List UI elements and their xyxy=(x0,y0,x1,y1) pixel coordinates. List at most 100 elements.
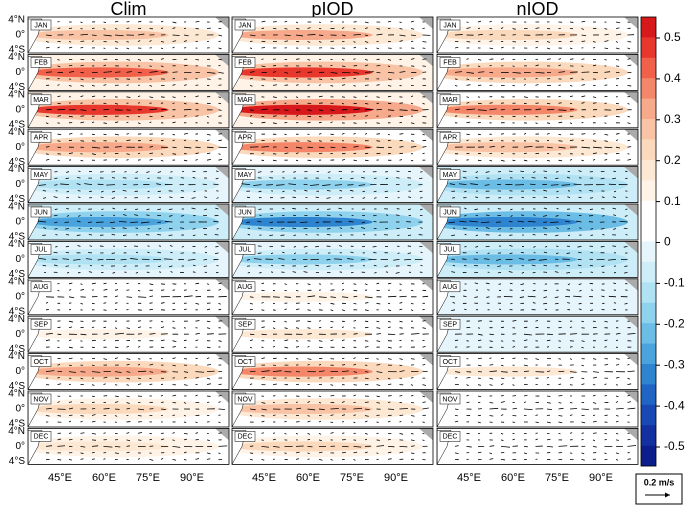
current-arrow xyxy=(262,440,264,441)
current-arrow xyxy=(400,365,403,366)
current-arrow xyxy=(273,384,277,385)
month-label: FEB xyxy=(34,60,48,67)
month-label: JUN xyxy=(238,209,252,216)
current-arrow xyxy=(207,347,211,348)
current-arrow xyxy=(115,141,117,142)
lat-label: 4°N xyxy=(8,314,25,325)
current-arrow xyxy=(319,153,322,154)
current-arrow xyxy=(219,433,222,434)
current-arrow xyxy=(628,415,630,416)
current-arrow xyxy=(408,209,411,210)
current-arrow xyxy=(334,259,342,260)
current-arrow xyxy=(559,141,563,142)
field-core xyxy=(232,292,373,302)
colorbar-tick-label: 0 xyxy=(664,235,671,249)
current-arrow xyxy=(173,372,179,373)
field-core xyxy=(437,367,578,377)
current-arrow xyxy=(55,234,57,235)
current-arrow xyxy=(219,446,228,447)
current-arrow xyxy=(464,246,466,247)
current-arrow xyxy=(306,234,308,235)
colorbar-band xyxy=(641,78,656,99)
current-arrow xyxy=(570,408,577,409)
current-arrow xyxy=(92,35,97,36)
current-arrow xyxy=(478,321,482,322)
colorbar-band xyxy=(641,17,656,38)
lat-label: 4°S xyxy=(9,456,26,467)
current-arrow xyxy=(388,296,396,297)
lat-label: 4°N xyxy=(8,15,25,26)
current-arrow xyxy=(582,66,584,67)
lat-label: 0° xyxy=(15,104,25,115)
current-arrow xyxy=(354,296,358,297)
current-arrow xyxy=(104,408,110,409)
current-arrow xyxy=(90,215,92,216)
month-label: FEB xyxy=(238,60,252,67)
current-arrow xyxy=(326,259,330,260)
current-arrow xyxy=(92,347,95,348)
current-arrow xyxy=(219,85,222,86)
colorbar-band xyxy=(641,405,656,426)
colorbar-tick-label: 0.3 xyxy=(664,112,681,126)
current-arrow xyxy=(127,446,130,447)
colorbar-band xyxy=(641,58,656,79)
colorbar-band xyxy=(641,303,656,324)
current-arrow xyxy=(354,290,358,291)
current-arrow xyxy=(138,378,141,379)
current-arrow xyxy=(207,147,213,148)
colorbar-tick-label: -0.3 xyxy=(664,357,685,371)
current-arrow xyxy=(104,22,106,23)
current-arrow xyxy=(104,303,107,304)
current-arrow xyxy=(196,59,199,60)
current-arrow xyxy=(388,283,391,284)
current-arrow xyxy=(196,116,199,117)
current-arrow xyxy=(207,334,214,335)
current-arrow xyxy=(296,341,298,342)
current-arrow xyxy=(92,134,95,135)
current-arrow xyxy=(582,41,586,42)
colorbar-band xyxy=(641,344,656,365)
month-label: AUG xyxy=(442,284,457,291)
month-label: AUG xyxy=(237,284,252,291)
current-arrow xyxy=(147,178,149,179)
current-arrow xyxy=(170,252,172,253)
current-arrow xyxy=(169,235,173,236)
current-arrow xyxy=(42,235,46,236)
lat-label: 4°N xyxy=(8,52,25,63)
month-label: MAY xyxy=(443,172,458,179)
current-arrow xyxy=(81,372,86,373)
current-arrow xyxy=(354,284,357,285)
current-arrow xyxy=(88,222,92,223)
month-label: MAR xyxy=(33,97,49,104)
month-label: OCT xyxy=(34,359,50,366)
current-arrow xyxy=(319,35,323,36)
current-arrow xyxy=(193,272,196,273)
month-label: APR xyxy=(238,135,252,142)
current-arrow xyxy=(400,79,402,80)
current-arrow xyxy=(81,341,83,342)
lon-label: 60°E xyxy=(296,472,320,484)
month-label: FEB xyxy=(443,60,457,67)
current-arrow xyxy=(411,378,413,379)
current-arrow xyxy=(81,359,83,360)
month-label: MAR xyxy=(237,97,253,104)
current-arrow xyxy=(169,209,173,210)
current-arrow xyxy=(248,272,250,273)
current-arrow xyxy=(273,103,276,104)
current-arrow xyxy=(388,96,391,97)
colorbar-band xyxy=(641,262,656,283)
lat-label: 0° xyxy=(15,329,25,340)
month-label: DEC xyxy=(443,434,458,441)
current-arrow xyxy=(533,290,536,291)
current-arrow xyxy=(262,122,266,123)
current-arrow xyxy=(377,440,380,441)
current-arrow xyxy=(501,327,504,328)
current-arrow xyxy=(590,209,593,210)
current-arrow xyxy=(499,246,501,247)
current-arrow xyxy=(467,160,469,161)
current-arrow xyxy=(478,328,480,329)
current-arrow xyxy=(207,365,211,366)
current-arrow xyxy=(570,347,573,348)
current-arrow xyxy=(616,103,619,104)
current-arrow xyxy=(262,310,265,311)
